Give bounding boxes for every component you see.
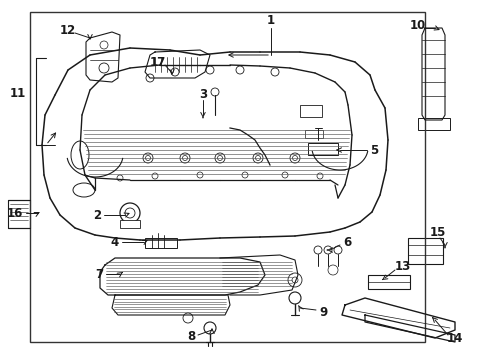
Bar [407, 238, 442, 264]
Circle shape [203, 322, 216, 334]
Circle shape [171, 68, 179, 76]
Text: 2: 2 [93, 208, 101, 221]
Circle shape [252, 153, 263, 163]
Circle shape [210, 88, 219, 96]
Circle shape [197, 172, 203, 178]
Text: 10: 10 [409, 18, 425, 32]
Circle shape [145, 156, 150, 161]
Circle shape [316, 173, 323, 179]
Circle shape [313, 246, 321, 254]
Circle shape [327, 265, 337, 275]
Circle shape [333, 246, 341, 254]
Text: 13: 13 [394, 261, 410, 274]
Bar [30, 12, 424, 342]
Text: 5: 5 [369, 144, 377, 157]
Bar [307, 143, 337, 155]
Circle shape [324, 246, 331, 254]
Circle shape [146, 74, 154, 82]
Circle shape [99, 63, 109, 73]
Text: 9: 9 [318, 306, 326, 319]
Circle shape [182, 156, 187, 161]
Circle shape [180, 153, 190, 163]
Bar [367, 275, 409, 289]
Circle shape [120, 203, 140, 223]
Text: 1: 1 [266, 14, 274, 27]
Text: 17: 17 [149, 55, 166, 68]
Circle shape [125, 208, 135, 218]
Circle shape [152, 173, 158, 179]
Circle shape [117, 175, 123, 181]
Circle shape [236, 66, 244, 74]
Bar [299, 105, 321, 117]
Circle shape [288, 292, 301, 304]
Circle shape [215, 153, 224, 163]
Circle shape [100, 41, 108, 49]
Text: 11: 11 [10, 86, 26, 99]
Ellipse shape [71, 141, 89, 169]
Bar [305, 130, 323, 138]
Circle shape [292, 156, 297, 161]
Text: 8: 8 [186, 330, 195, 343]
Circle shape [255, 156, 260, 161]
Circle shape [287, 273, 302, 287]
Text: 4: 4 [111, 235, 119, 248]
Circle shape [183, 313, 193, 323]
Circle shape [289, 153, 299, 163]
Text: 12: 12 [60, 23, 76, 36]
Text: 6: 6 [342, 235, 350, 248]
Text: 16: 16 [7, 207, 23, 220]
Circle shape [142, 153, 153, 163]
Bar [145, 238, 177, 248]
Circle shape [242, 172, 247, 178]
Bar [8, 200, 30, 228]
Circle shape [291, 277, 297, 283]
Bar [120, 220, 140, 228]
Circle shape [217, 156, 222, 161]
Text: 15: 15 [429, 225, 445, 239]
Text: 3: 3 [199, 87, 206, 100]
Text: 14: 14 [446, 332, 462, 345]
Circle shape [205, 66, 214, 74]
Circle shape [282, 172, 287, 178]
Bar [417, 118, 449, 130]
Circle shape [270, 68, 279, 76]
Ellipse shape [73, 183, 95, 197]
Text: 7: 7 [95, 267, 103, 280]
